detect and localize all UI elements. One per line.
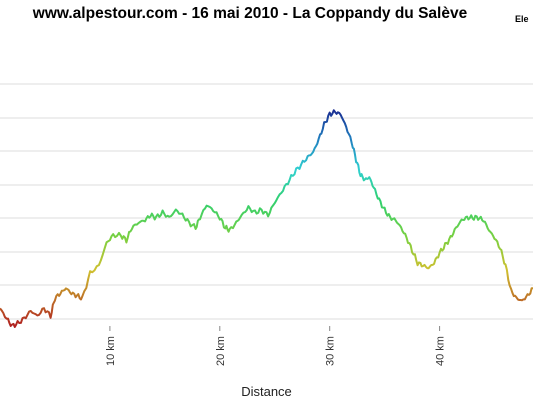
x-tick-label: 20 km xyxy=(215,336,227,366)
y-axis-label: Ele xyxy=(515,14,529,24)
line-layer xyxy=(0,109,533,328)
elevation-series-line xyxy=(0,109,533,328)
x-tick-label: 10 km xyxy=(105,336,117,366)
x-axis-ticks: 10 km 20 km 30 km 40 km xyxy=(105,326,447,366)
x-tick-label: 30 km xyxy=(325,336,337,366)
x-tick-label: 40 km xyxy=(435,336,447,366)
chart-title: www.alpestour.com - 16 mai 2010 - La Cop… xyxy=(32,5,468,22)
x-axis-label: Distance xyxy=(241,384,292,399)
grid-lines xyxy=(0,83,533,320)
